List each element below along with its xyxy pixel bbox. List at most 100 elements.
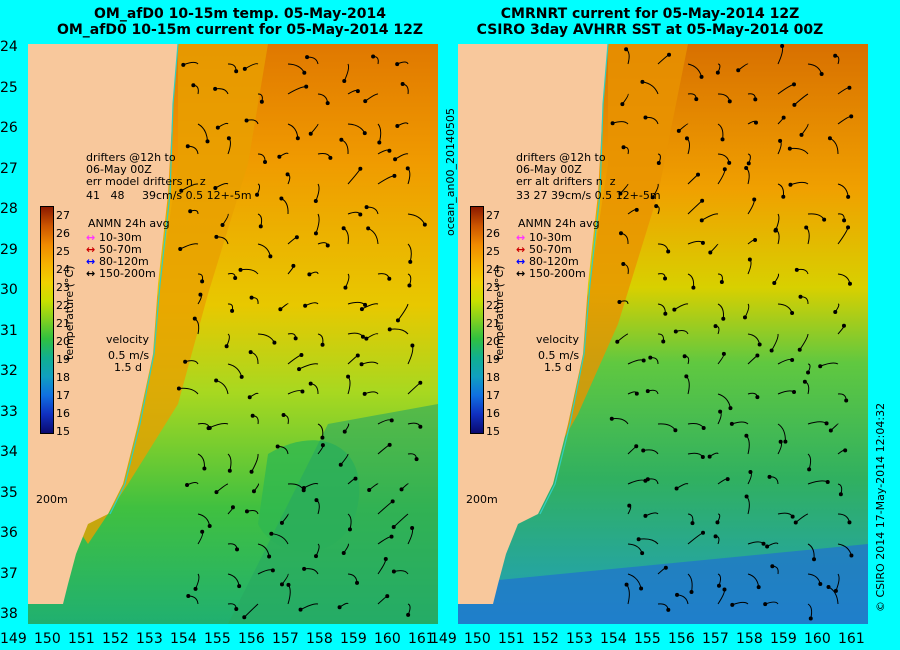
current-arrow	[315, 213, 320, 234]
arrow-head	[360, 334, 365, 339]
arrow-head	[206, 426, 211, 431]
arrow-head	[383, 556, 388, 561]
arrow-head	[387, 327, 392, 332]
temperature-colorbar-left	[40, 206, 54, 434]
land-mass	[28, 44, 178, 604]
arrow-head	[346, 374, 351, 379]
arrow-head	[624, 582, 629, 587]
velocity-label: velocity	[106, 333, 149, 346]
lon-label: 154	[600, 631, 627, 647]
err-values: 41 48 39cm/s 0.5 12+-5m	[86, 189, 252, 202]
arrow-head	[285, 172, 290, 177]
lon-label: 156	[238, 631, 265, 647]
arrow-head	[407, 283, 412, 288]
arrow-head	[780, 44, 785, 48]
arrow-head	[314, 498, 319, 503]
arrow-head	[250, 413, 255, 418]
arrow-head	[286, 582, 291, 587]
arrow-head	[833, 588, 838, 593]
arrow-head	[748, 469, 753, 474]
lat-label: 38	[0, 606, 18, 622]
current-arrow	[771, 333, 779, 351]
arrow-head	[342, 78, 347, 83]
current-arrow	[179, 243, 199, 250]
lat-label: 35	[0, 484, 18, 501]
arrow-head	[395, 318, 400, 323]
arrow-head	[385, 594, 390, 599]
lat-label: 31	[0, 322, 18, 339]
legend-label: 150-200m	[99, 267, 156, 280]
arrow-head	[191, 83, 196, 88]
arrow-head	[701, 426, 706, 431]
arrow-head	[641, 448, 646, 453]
arrow-head	[213, 86, 218, 91]
velocity-time: 1.5 d	[114, 361, 142, 374]
arrow-head	[359, 362, 364, 367]
arrow-head	[181, 62, 186, 67]
arrow-head	[202, 466, 207, 471]
lon-label: 152	[102, 631, 129, 647]
arrow-head	[213, 186, 218, 191]
arrow-head	[371, 54, 376, 59]
arrow-head	[230, 505, 235, 510]
arrow-head	[618, 231, 623, 236]
arrow-head	[244, 509, 249, 514]
arrow-head	[304, 84, 309, 89]
arrow-head	[263, 160, 268, 165]
arrow-head	[313, 231, 318, 236]
arrow-head	[341, 226, 346, 231]
arrow-head	[192, 316, 197, 321]
colorbar-tick: 24	[56, 263, 70, 276]
arrow-head	[763, 602, 768, 607]
arrow-head	[214, 234, 219, 239]
arrow-head	[684, 136, 689, 141]
arrow-head	[769, 348, 774, 353]
arrow-head	[730, 602, 735, 607]
arrow-head	[721, 351, 726, 356]
err-line: err model drifters n z	[86, 175, 206, 188]
arrow-head	[387, 276, 392, 281]
colorbar-tick: 25	[56, 245, 70, 258]
current-arrow	[361, 303, 379, 310]
arrow-head	[636, 537, 641, 542]
arrow-head	[609, 416, 614, 421]
arrow-head	[819, 71, 824, 76]
arrow-head	[656, 161, 661, 166]
arrow-head	[802, 379, 807, 384]
arrow-head	[643, 115, 648, 120]
current-arrow	[197, 123, 209, 142]
cool-water-south	[228, 404, 438, 624]
arrow-head	[792, 102, 797, 107]
arrow-head	[302, 566, 307, 571]
arrow-head	[645, 389, 650, 394]
arrow-head	[205, 139, 210, 144]
arrow-head	[757, 342, 762, 347]
lon-label: 150	[34, 631, 61, 647]
arrow-head	[355, 580, 360, 585]
arrow-head	[722, 587, 727, 592]
arrow-head	[391, 525, 396, 530]
arrow-head	[846, 194, 851, 199]
arrow-head	[755, 353, 760, 358]
arrow-head	[847, 85, 852, 90]
lat-label: 24	[0, 39, 18, 55]
arrow-head	[200, 279, 205, 284]
current-arrow	[687, 573, 693, 593]
arrow-head	[363, 302, 368, 307]
arrow-head	[188, 209, 193, 214]
arrow-head	[676, 128, 681, 133]
arrow-head	[787, 146, 792, 151]
arrow-head	[727, 160, 732, 165]
arrow-head	[392, 173, 397, 178]
lat-label: 37	[0, 565, 18, 582]
arrow-head	[667, 52, 672, 57]
right-title-line-2: CSIRO 3day AVHRR SST at 05-May-2014 00Z	[476, 22, 824, 38]
arrow-head	[727, 99, 732, 104]
arrow-head	[227, 468, 232, 473]
arrow-head	[849, 553, 854, 558]
arrow-head	[367, 488, 372, 493]
arrow-head	[279, 520, 284, 525]
arrow-head	[299, 353, 304, 358]
velocity-label: velocity	[536, 333, 579, 346]
arrow-head	[694, 97, 699, 102]
